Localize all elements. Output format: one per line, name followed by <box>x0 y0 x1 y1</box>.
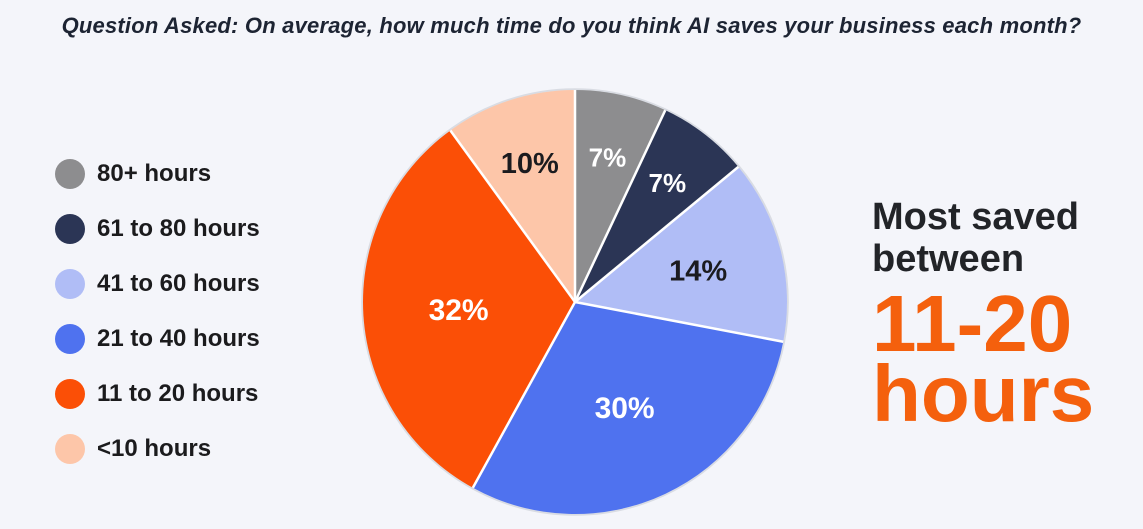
pie-slice-10-hours <box>450 90 575 302</box>
pie-slice-80-hours <box>575 90 666 302</box>
pie-outer-ring <box>361 88 789 516</box>
legend-swatch <box>55 323 85 354</box>
legend-item: 21 to 40 hours <box>55 311 260 366</box>
legend-swatch <box>55 268 85 299</box>
callout: Most saved between 11-20 hours <box>872 196 1095 438</box>
legend-item-label: 41 to 60 hours <box>97 269 260 297</box>
chart-question-title: Question Asked: On average, how much tim… <box>61 13 1082 38</box>
pie-slice-label: 7% <box>649 168 687 198</box>
legend-swatch <box>55 433 85 464</box>
legend-swatch <box>55 158 85 189</box>
chart-legend: 80+ hours 61 to 80 hours 41 to 60 hours 21 … <box>55 146 260 476</box>
legend-item: <10 hours <box>55 421 260 476</box>
pie-slice-label: 7% <box>589 142 627 172</box>
pie-slice-61-to-80-hours <box>575 110 739 303</box>
legend-swatch <box>55 213 85 244</box>
pie-slice-label: 10% <box>501 148 559 180</box>
callout-highlight-line2: hours <box>872 349 1095 438</box>
legend-item-label: <10 hours <box>97 434 212 462</box>
callout-text-line1: Most saved <box>872 196 1079 238</box>
legend-item-label: 21 to 40 hours <box>97 324 260 352</box>
pie-slice-41-to-60-hours <box>575 166 787 342</box>
pie-slice-divider <box>574 300 784 343</box>
pie-slice-divider <box>471 301 577 489</box>
pie-slice-label: 14% <box>669 256 727 288</box>
legend-item: 41 to 60 hours <box>55 256 260 311</box>
legend-item-label: 80+ hours <box>97 159 212 187</box>
legend-item: 80+ hours <box>55 146 260 201</box>
pie-slice-11-to-20-hours <box>362 130 575 488</box>
legend-item-label: 11 to 20 hours <box>97 379 259 407</box>
pie-slice-divider <box>574 165 740 303</box>
legend-item: 11 to 20 hours <box>55 366 260 421</box>
pie-slice-label: 30% <box>595 392 655 425</box>
legend-item: 61 to 80 hours <box>55 201 260 256</box>
legend-item-label: 61 to 80 hours <box>97 214 260 242</box>
callout-highlight-line1: 11-20 <box>872 279 1073 368</box>
pie-slice-label: 32% <box>429 294 489 327</box>
pie-slice-divider <box>573 109 667 303</box>
pie-slice-divider <box>449 129 577 303</box>
callout-text-line2: between <box>872 238 1025 280</box>
legend-swatch <box>55 378 85 409</box>
pie-slice-21-to-40-hours <box>472 302 784 514</box>
